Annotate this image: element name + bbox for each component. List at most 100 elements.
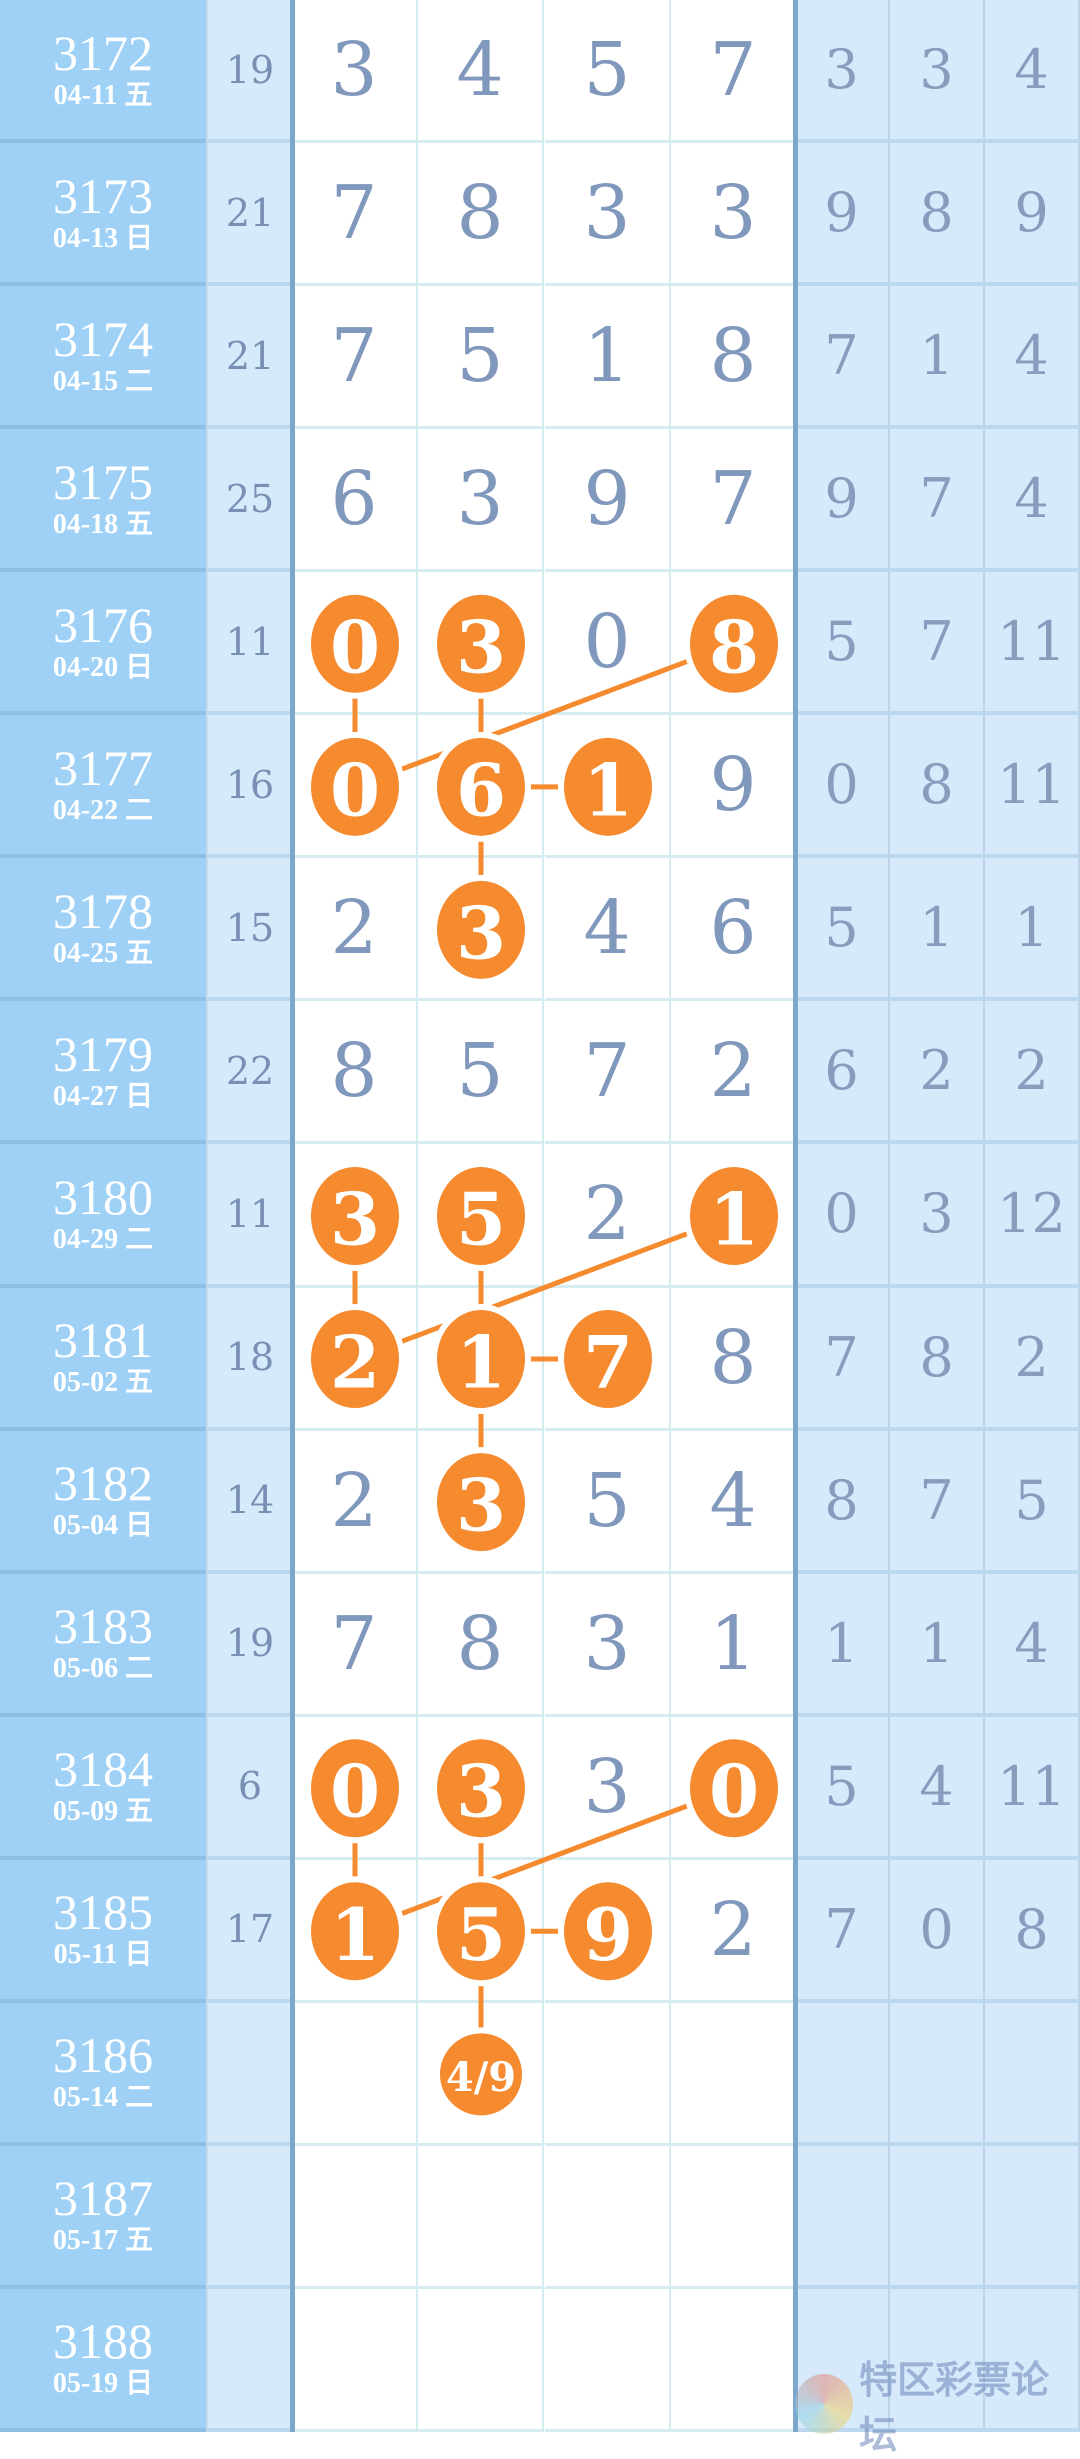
stat-cell <box>985 2145 1080 2289</box>
table-row: 3179 04-27 日 22 8 5 7 2 6 2 2 <box>0 1001 1080 1145</box>
highlight-ball <box>431 1733 531 1844</box>
issue-date: 05-02 五 <box>52 1367 154 1399</box>
table-row: 3173 04-13 日 21 7 8 3 3 9 8 9 <box>0 143 1080 287</box>
table-row: 3172 04-11 五 19 3 4 5 7 3 3 4 <box>0 0 1080 144</box>
highlight-ball <box>434 2027 528 2122</box>
issue-cell: 3173 04-13 日 <box>0 143 206 287</box>
stat-cell: 4 <box>985 0 1080 144</box>
sum-cell: 6 <box>206 1716 292 1860</box>
issue-number: 3174 <box>53 310 153 367</box>
issue-date: 04-27 日 <box>52 1080 154 1112</box>
highlight-ball <box>431 731 531 842</box>
stat-cell: 11 <box>985 1716 1080 1860</box>
issue-cell: 3180 04-29 二 <box>0 1144 206 1288</box>
stat-cell: 0 <box>795 1144 890 1288</box>
sum-cell: 14 <box>206 1430 292 1574</box>
issue-date: 04-22 二 <box>52 794 154 826</box>
digit-cell: 8 <box>418 1573 544 1717</box>
digit-cell <box>671 2002 797 2146</box>
stat-cell: 5 <box>795 572 890 716</box>
stat-cell: 6 <box>795 1001 890 1145</box>
stat-cell: 5 <box>795 1716 890 1860</box>
issue-date: 04-29 二 <box>52 1223 154 1255</box>
highlight-ball <box>431 874 531 985</box>
stat-cell: 5 <box>795 858 890 1002</box>
ball-digit: 0 <box>330 1749 380 1834</box>
digit-cell <box>292 2288 418 2432</box>
stat-cell: 8 <box>890 715 985 859</box>
stat-cell <box>985 2288 1080 2432</box>
sum-cell: 11 <box>206 1144 292 1288</box>
digit-cell: 4 <box>418 0 544 144</box>
digit-cell: 2 <box>292 858 418 1002</box>
sum-cell <box>206 2288 292 2432</box>
ball-digit: 1 <box>709 1177 759 1262</box>
ball-digit: 0 <box>709 1749 759 1834</box>
issue-cell: 3179 04-27 日 <box>0 1001 206 1145</box>
digit-cell: 7 <box>671 0 797 144</box>
issue-cell: 3174 04-15 二 <box>0 286 206 430</box>
issue-cell: 3183 05-06 二 <box>0 1573 206 1717</box>
highlight-ball <box>305 1733 405 1844</box>
digit-cell <box>418 2288 544 2432</box>
stat-cell: 11 <box>985 572 1080 716</box>
stat-cell: 1 <box>985 858 1080 1002</box>
digit-cell: 5 <box>418 286 544 430</box>
issue-date: 05-11 日 <box>53 1939 153 1971</box>
digit-cell <box>545 2288 671 2432</box>
digit-cell: 8 <box>671 1287 797 1431</box>
digit-cell: 2 <box>292 1430 418 1574</box>
issue-number: 3179 <box>53 1025 153 1082</box>
ball-digit: 3 <box>456 1749 506 1834</box>
digit-cell: 1 <box>545 286 671 430</box>
sum-cell: 17 <box>206 1859 292 2003</box>
issue-cell: 3186 05-14 二 <box>0 2002 206 2146</box>
issue-cell: 3187 05-17 五 <box>0 2145 206 2289</box>
highlight-ball <box>431 1304 531 1415</box>
stat-cell: 3 <box>890 1144 985 1288</box>
issue-number: 3184 <box>53 1741 153 1798</box>
issue-number: 3185 <box>53 1884 153 1941</box>
issue-number: 3178 <box>53 882 153 939</box>
issue-cell: 3181 05-02 五 <box>0 1287 206 1431</box>
ball-digit: 2 <box>330 1320 380 1405</box>
highlight-ball <box>558 1304 658 1415</box>
issue-number: 3177 <box>53 739 153 796</box>
digit-cell <box>292 2002 418 2146</box>
stat-cell: 9 <box>795 143 890 287</box>
sum-cell: 21 <box>206 143 292 287</box>
digit-cell: 7 <box>292 143 418 287</box>
ball-digit: 5 <box>456 1892 506 1977</box>
sum-cell: 19 <box>206 1573 292 1717</box>
issue-cell: 3182 05-04 日 <box>0 1430 206 1574</box>
issue-number: 3187 <box>53 2170 153 2227</box>
ball-digit: 1 <box>583 747 633 832</box>
digit-cell: 6 <box>292 429 418 573</box>
ball-digit: 6 <box>456 747 506 832</box>
stat-cell <box>985 2002 1080 2146</box>
issue-cell: 3188 05-19 日 <box>0 2288 206 2432</box>
sum-cell: 21 <box>206 286 292 430</box>
stat-cell: 7 <box>795 286 890 430</box>
issue-number: 3182 <box>53 1455 153 1512</box>
stat-cell: 7 <box>890 1430 985 1574</box>
digit-cell: 5 <box>418 1001 544 1145</box>
issue-cell: 3175 04-18 五 <box>0 429 206 573</box>
digit-cell: 6 <box>671 858 797 1002</box>
digit-cell: 7 <box>292 1573 418 1717</box>
digit-cell: 3 <box>418 429 544 573</box>
highlight-ball <box>305 588 405 699</box>
sum-cell <box>206 2002 292 2146</box>
ball-digit: 1 <box>330 1892 380 1977</box>
issue-cell: 3176 04-20 日 <box>0 572 206 716</box>
table-row: 3180 04-29 二 11 2 0 3 12 <box>0 1144 1080 1288</box>
ball-digit: 0 <box>330 747 380 832</box>
digit-cell <box>671 2288 797 2432</box>
issue-cell: 3178 04-25 五 <box>0 858 206 1002</box>
highlight-ball <box>431 1876 531 1987</box>
sum-cell: 11 <box>206 572 292 716</box>
stat-cell: 1 <box>890 858 985 1002</box>
highlight-ball <box>431 1447 531 1558</box>
ball-digit: 5 <box>456 1177 506 1262</box>
